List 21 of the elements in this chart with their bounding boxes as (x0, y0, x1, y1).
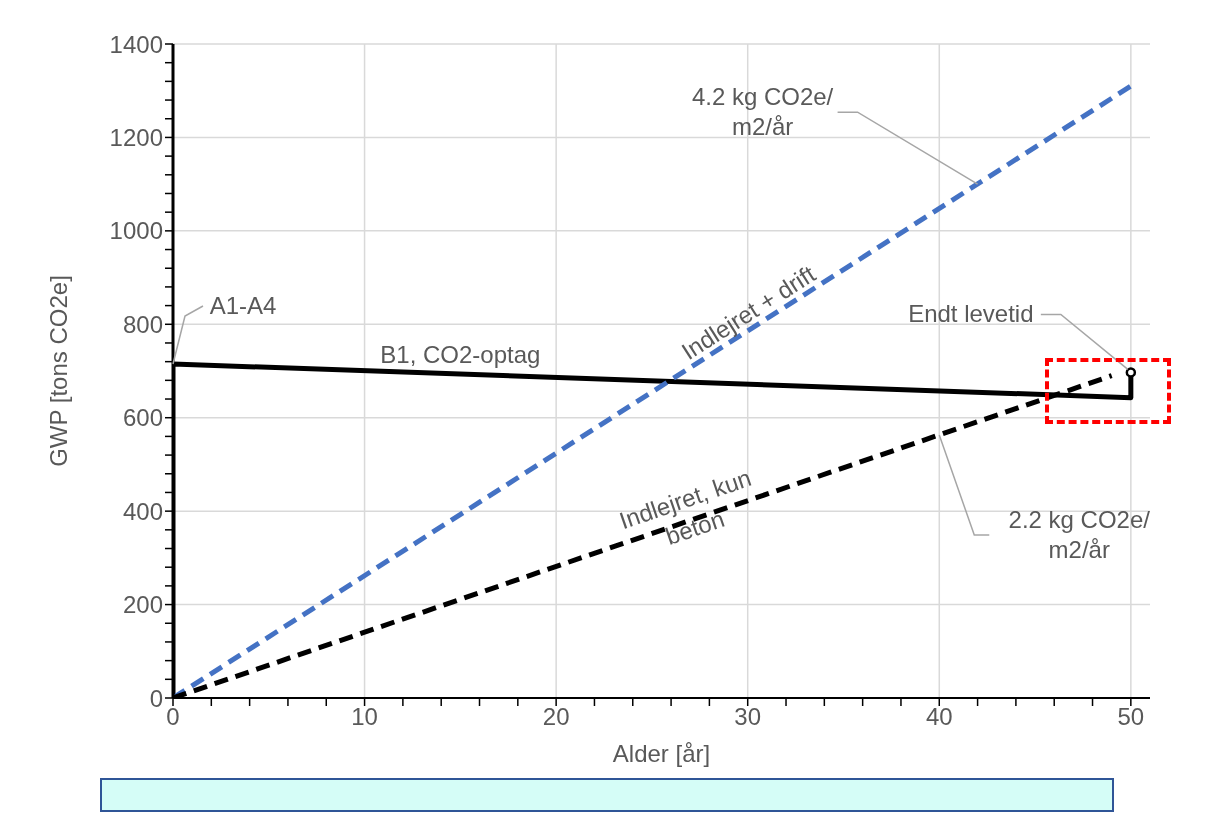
annotation: 4.2 kg CO2e/ m2/år (691, 83, 834, 141)
x-tick-label: 0 (166, 703, 180, 731)
x-tick-label: 20 (542, 703, 570, 731)
annotation: B1, CO2-optag (380, 341, 541, 368)
annotation: 2.2 kg CO2e/ m2/år (1008, 506, 1151, 563)
y-tick-label: 1000 (109, 217, 163, 245)
x-tick-label: 30 (734, 703, 762, 731)
x-tick-label: 10 (351, 703, 378, 731)
y-tick-label: 800 (122, 310, 163, 338)
y-tick-label: 1400 (109, 30, 163, 58)
x-axis-title: Alder [år] (612, 740, 711, 767)
y-tick-label: 1200 (109, 123, 163, 151)
y-tick-label: 0 (149, 684, 163, 712)
annotation: A1-A4 (209, 291, 277, 319)
y-tick-label: 400 (122, 497, 163, 525)
annotation: Endt levetid (908, 300, 1034, 328)
y-tick-label: 600 (122, 404, 163, 432)
x-tick-label: 40 (925, 703, 953, 731)
y-tick-label: 200 (122, 591, 163, 619)
y-axis-title: GWP [tons CO2e] (44, 275, 72, 467)
x-tick-label: 50 (1117, 703, 1145, 731)
